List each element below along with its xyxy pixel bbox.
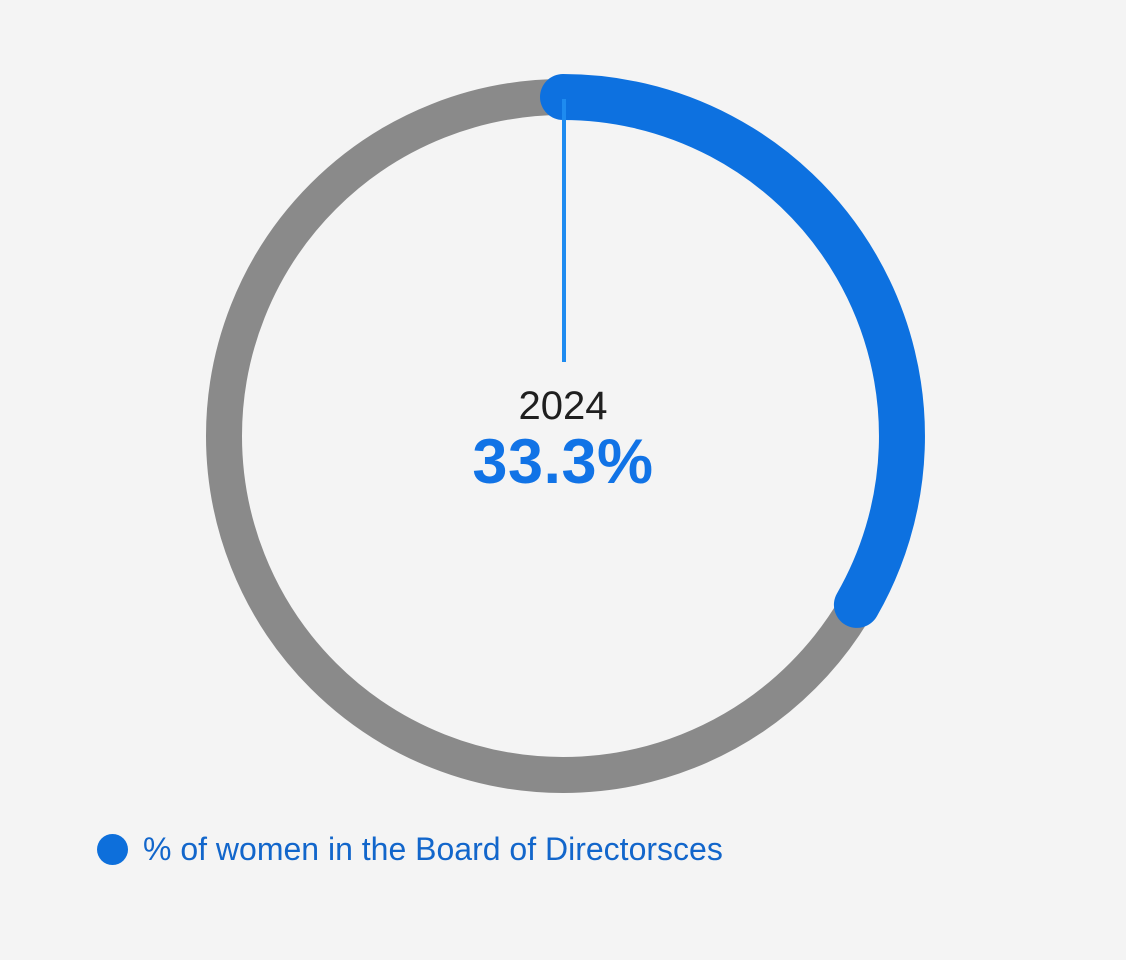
value-label: 33.3%: [472, 427, 654, 497]
year-label: 2024: [518, 384, 608, 428]
center-annotation: 2024 33.3%: [472, 384, 653, 494]
legend: % of women in the Board of Directorsces: [97, 830, 723, 868]
legend-item-label[interactable]: % of women in the Board of Directorsces: [143, 831, 723, 867]
legend-marker-dot[interactable]: [97, 833, 128, 865]
donut-segment-women[interactable]: [540, 74, 925, 628]
